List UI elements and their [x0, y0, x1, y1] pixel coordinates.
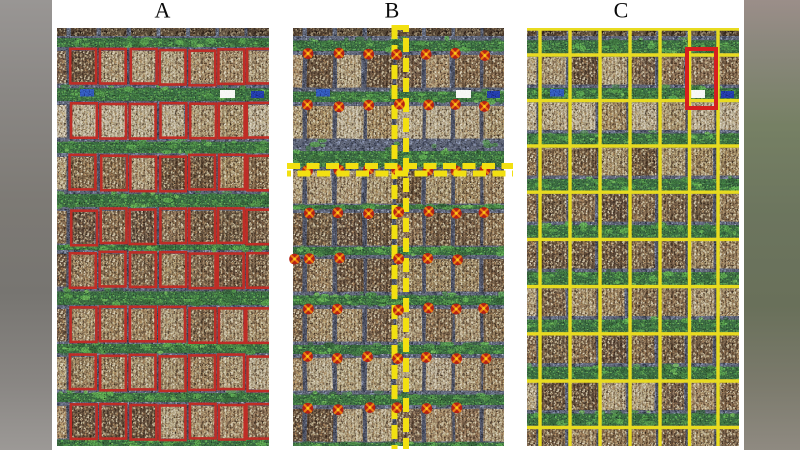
svg-text:A: A — [155, 0, 171, 23]
svg-text:C: C — [614, 0, 629, 23]
svg-text:B: B — [385, 0, 400, 23]
